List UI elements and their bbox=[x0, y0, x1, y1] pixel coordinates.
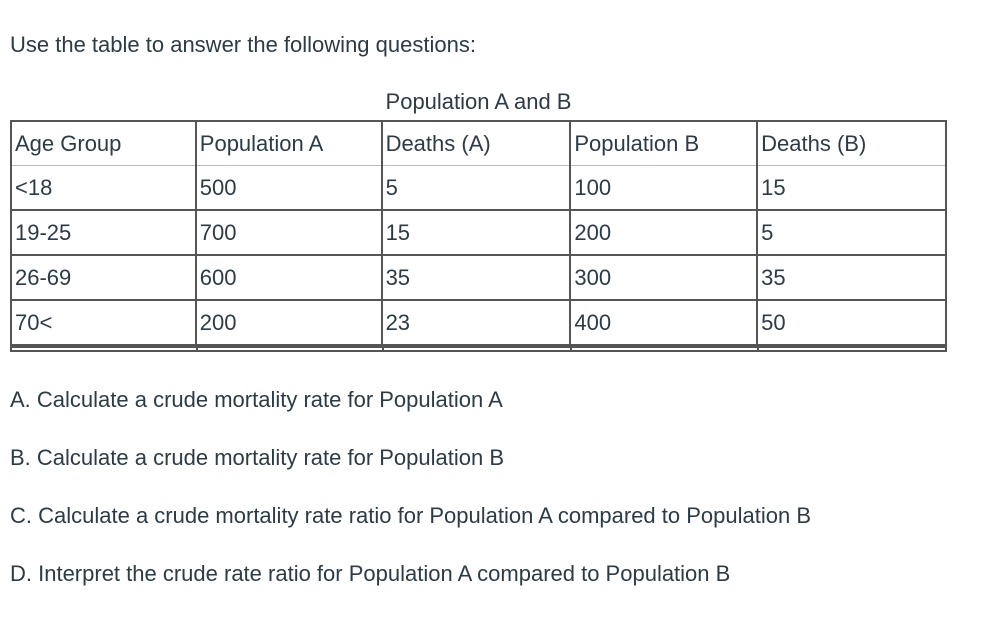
population-table: Age Group Population A Deaths (A) Popula… bbox=[10, 120, 947, 346]
header-cell-age-group: Age Group bbox=[10, 120, 197, 166]
table-cell: 15 bbox=[380, 209, 571, 256]
question-c: C. Calculate a crude mortality rate rati… bbox=[10, 503, 811, 528]
table-cell: 700 bbox=[194, 209, 383, 256]
header-cell-population-b: Population B bbox=[569, 120, 758, 166]
table-cell: 70< bbox=[10, 299, 197, 346]
question-b: B. Calculate a crude mortality rate for … bbox=[10, 445, 505, 470]
question-d: D. Interpret the crude rate ratio for Po… bbox=[10, 561, 731, 586]
table-cell: 100 bbox=[569, 165, 758, 211]
table-cell: 15 bbox=[756, 165, 947, 211]
table-cell: <18 bbox=[10, 165, 197, 211]
header-cell-population-a: Population A bbox=[194, 120, 383, 166]
table-cell: 5 bbox=[380, 165, 571, 211]
table-row: 26-69 600 35 300 35 bbox=[10, 254, 947, 301]
table-divider bbox=[196, 348, 198, 350]
table-row: 70< 200 23 400 50 bbox=[10, 299, 947, 346]
table-divider bbox=[382, 348, 384, 350]
table-empty-footer-row bbox=[10, 346, 947, 352]
table-cell: 26-69 bbox=[10, 254, 197, 301]
table-row: 19-25 700 15 200 5 bbox=[10, 209, 947, 256]
table-row: <18 500 5 100 15 bbox=[10, 165, 947, 211]
table-cell: 200 bbox=[194, 299, 383, 346]
population-table-container: Age Group Population A Deaths (A) Popula… bbox=[10, 120, 947, 352]
header-cell-deaths-a: Deaths (A) bbox=[380, 120, 571, 166]
question-list: A. Calculate a crude mortality rate for … bbox=[10, 385, 990, 617]
table-cell: 35 bbox=[380, 254, 571, 301]
table-cell: 400 bbox=[569, 299, 758, 346]
table-cell: 200 bbox=[569, 209, 758, 256]
table-cell: 600 bbox=[194, 254, 383, 301]
table-cell: 50 bbox=[756, 299, 947, 346]
table-cell: 300 bbox=[569, 254, 758, 301]
table-cell: 23 bbox=[380, 299, 571, 346]
header-cell-deaths-b: Deaths (B) bbox=[756, 120, 947, 166]
table-cell: 35 bbox=[756, 254, 947, 301]
question-a: A. Calculate a crude mortality rate for … bbox=[10, 387, 503, 412]
intro-text: Use the table to answer the following qu… bbox=[10, 32, 476, 57]
table-cell: 5 bbox=[756, 209, 947, 256]
table-cell: 500 bbox=[194, 165, 383, 211]
table-header-row: Age Group Population A Deaths (A) Popula… bbox=[10, 120, 947, 166]
table-cell: 19-25 bbox=[10, 209, 197, 256]
table-divider bbox=[757, 348, 759, 350]
table-caption: Population A and B bbox=[385, 89, 572, 114]
table-divider bbox=[570, 348, 572, 350]
